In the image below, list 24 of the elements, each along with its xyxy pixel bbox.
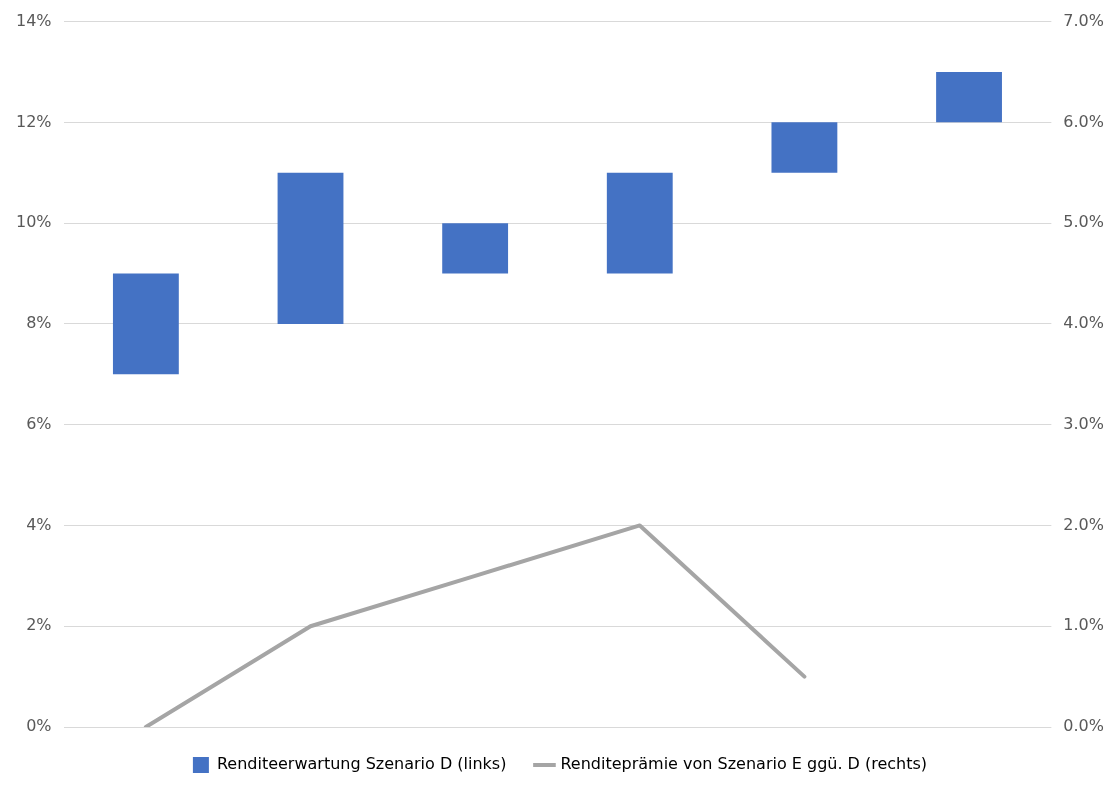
y-tick-label: 2% bbox=[26, 615, 52, 635]
legend-label: Renditeprämie von Szenario E ggü. D (rechts) bbox=[560, 754, 928, 774]
y2-tick-label: 2.0% bbox=[1063, 514, 1105, 534]
y-tick-label: 4% bbox=[26, 514, 52, 534]
bar bbox=[771, 122, 838, 173]
y-tick-label: 12% bbox=[16, 111, 52, 131]
y2-tick-label: 4.0% bbox=[1063, 313, 1105, 333]
y2-tick-label: 7.0% bbox=[1063, 10, 1105, 30]
y2-tick-label: 6.0% bbox=[1063, 111, 1105, 131]
y2-tick-label: 5.0% bbox=[1063, 212, 1105, 232]
bar bbox=[442, 223, 509, 274]
y-tick-label: 6% bbox=[26, 413, 52, 433]
legend-label: Renditeerwartung Szenario D (links) bbox=[216, 754, 507, 774]
bar bbox=[277, 172, 344, 324]
y2-tick-label: 1.0% bbox=[1063, 615, 1105, 635]
y2-tick-label: 0.0% bbox=[1063, 716, 1105, 736]
y2-tick-label: 3.0% bbox=[1063, 413, 1105, 433]
y-tick-label: 0% bbox=[26, 716, 52, 736]
bar bbox=[936, 71, 1002, 123]
bar bbox=[606, 172, 673, 274]
y-tick-label: 10% bbox=[16, 212, 52, 232]
bar bbox=[112, 273, 179, 375]
y-tick-label: 14% bbox=[16, 10, 52, 30]
y-tick-label: 8% bbox=[26, 313, 52, 333]
